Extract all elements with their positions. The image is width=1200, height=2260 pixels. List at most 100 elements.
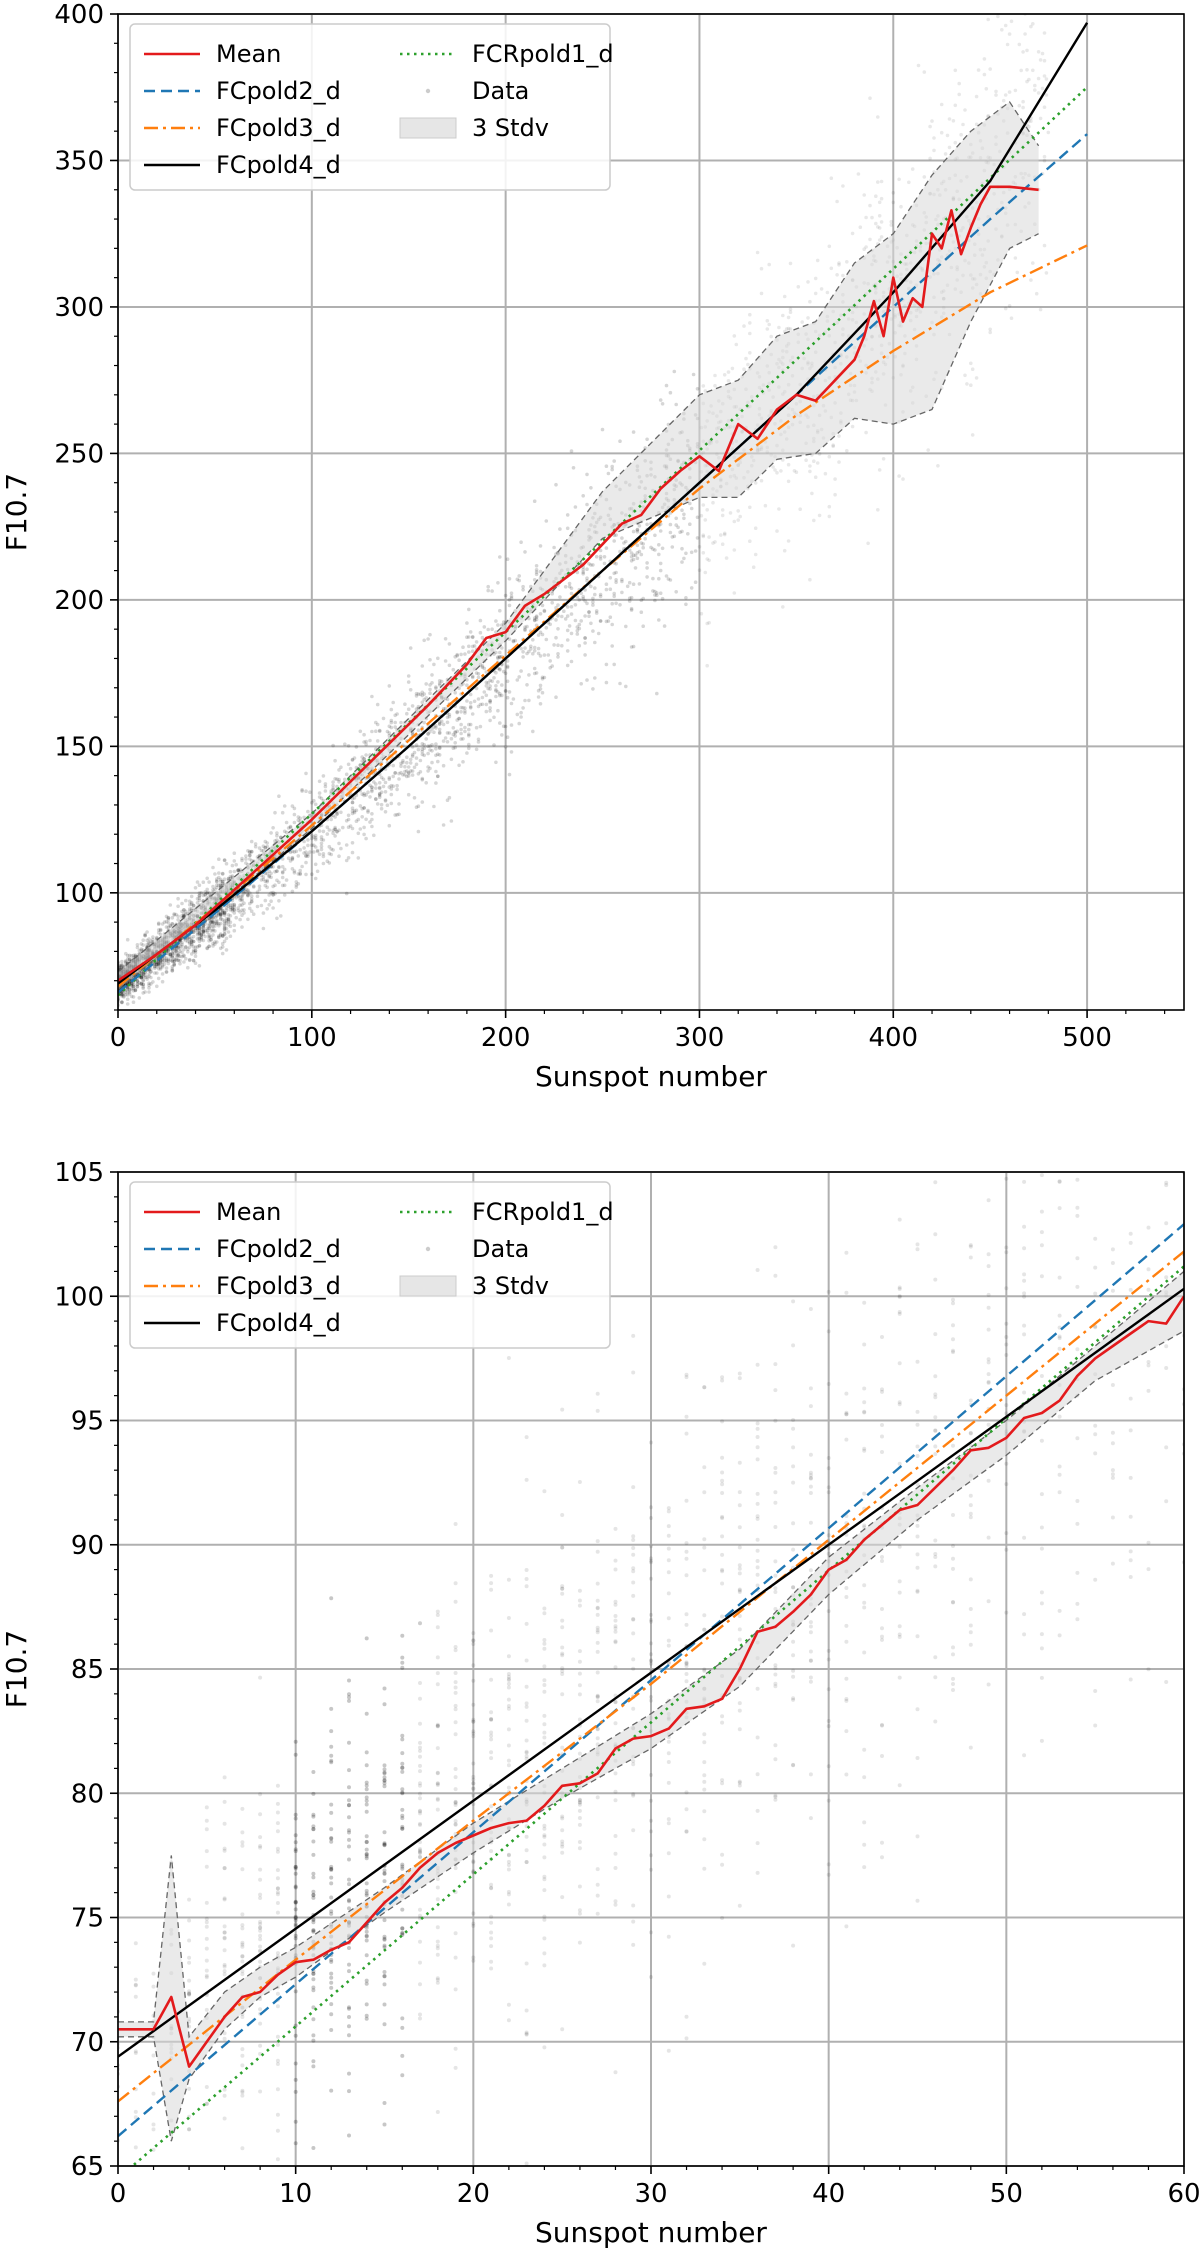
data-point (125, 986, 130, 990)
data-point (248, 906, 252, 911)
data-point (364, 793, 368, 797)
data-point (437, 679, 442, 683)
data-point (494, 684, 498, 688)
data-point (662, 624, 667, 628)
data-point (928, 124, 932, 129)
data-point (215, 918, 219, 922)
data-point (269, 875, 273, 880)
data-point (315, 849, 320, 854)
data-point (879, 179, 884, 184)
data-point (329, 1881, 334, 1886)
data-point (451, 726, 456, 730)
data-point (364, 742, 368, 747)
data-point (808, 577, 812, 582)
data-point (385, 729, 390, 734)
data-point (151, 937, 155, 942)
data-point (133, 2109, 138, 2114)
data-point (400, 2025, 405, 2030)
data-point (249, 894, 254, 898)
data-point (350, 811, 355, 816)
data-point (191, 958, 196, 963)
data-point (726, 379, 731, 383)
data-point (347, 1962, 351, 1967)
data-point (492, 715, 496, 720)
data-point (489, 1717, 494, 1721)
data-point (364, 836, 368, 841)
data-point (240, 1926, 245, 1931)
data-point (478, 724, 483, 729)
data-point (164, 956, 169, 960)
data-point (471, 1638, 476, 1643)
data-point (420, 800, 425, 804)
data-point (265, 878, 270, 883)
data-point (432, 730, 436, 735)
data-point (364, 1840, 369, 1845)
data-point (490, 627, 494, 631)
data-point (441, 722, 446, 727)
data-point (168, 952, 173, 956)
data-point (765, 327, 770, 331)
data-point (377, 795, 382, 799)
data-point (300, 788, 304, 792)
data-point (420, 664, 425, 668)
data-point (329, 1810, 334, 1815)
data-point (494, 670, 498, 675)
data-point (401, 772, 405, 777)
data-point (364, 1750, 369, 1755)
data-point (222, 1972, 227, 1977)
data-point (470, 635, 475, 639)
data-point (430, 673, 434, 677)
data-point (614, 570, 618, 575)
data-point (211, 919, 215, 924)
data-point (311, 1895, 316, 1900)
data-point (197, 939, 202, 943)
data-point (994, 89, 998, 94)
data-point (310, 843, 314, 847)
data-point (127, 987, 132, 992)
data-point (156, 962, 161, 966)
data-point (129, 994, 134, 999)
data-point (211, 941, 215, 946)
data-point (395, 783, 399, 788)
data-point (335, 777, 339, 781)
data-point (370, 788, 374, 792)
data-point (598, 557, 603, 561)
data-point (614, 580, 618, 585)
data-point (267, 874, 272, 878)
legend-label: Data (472, 77, 529, 105)
data-point (204, 1968, 209, 1973)
data-point (494, 760, 498, 765)
data-point (364, 1856, 369, 1861)
data-point (350, 826, 355, 831)
data-point (350, 850, 355, 855)
data-point (1034, 291, 1039, 296)
data-point (610, 464, 614, 469)
data-point (1021, 50, 1025, 54)
data-point (271, 826, 275, 830)
data-point (258, 1937, 263, 1942)
data-point (387, 785, 392, 789)
data-point (476, 675, 481, 680)
data-point (579, 682, 583, 686)
data-point (500, 693, 504, 698)
data-point (220, 934, 225, 938)
data-point (232, 905, 237, 909)
data-point (166, 915, 171, 920)
data-point (377, 793, 382, 798)
data-point (591, 687, 595, 691)
data-point (401, 760, 405, 765)
data-point (746, 362, 750, 367)
data-point (703, 389, 708, 393)
data-point (418, 770, 423, 774)
data-point (368, 795, 372, 799)
data-point (897, 177, 901, 182)
data-point (329, 2012, 334, 2017)
data-point (441, 823, 446, 827)
data-point (610, 467, 614, 472)
data-point (166, 957, 171, 962)
data-point (445, 720, 450, 725)
data-point (720, 508, 725, 512)
data-point (122, 995, 126, 999)
data-point (242, 901, 246, 905)
data-point (668, 578, 673, 582)
